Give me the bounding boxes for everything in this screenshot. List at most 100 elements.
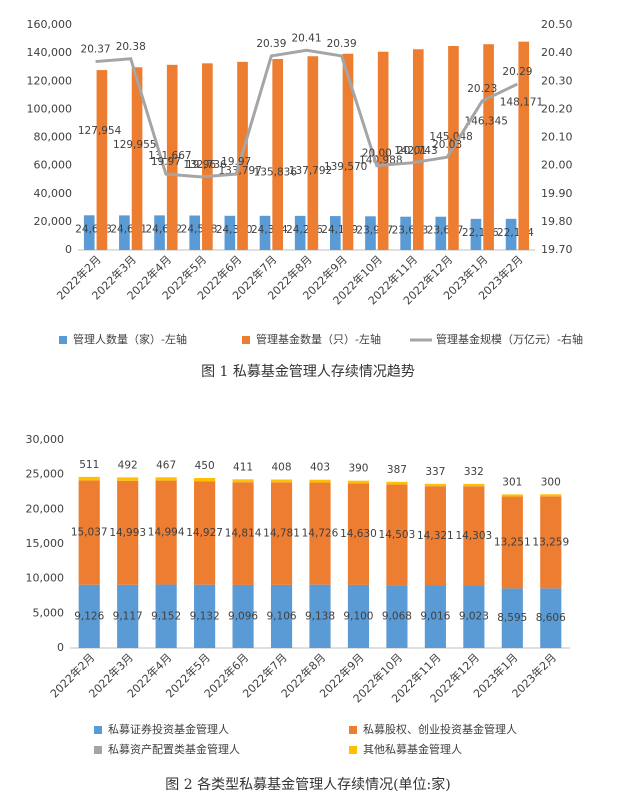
y2-tick-label: 20.10: [541, 131, 573, 144]
bar: [272, 58, 284, 251]
legend-marker: [242, 336, 250, 344]
value-label: 20.29: [502, 66, 532, 78]
value-label: 450: [195, 460, 215, 472]
bar: [96, 70, 108, 250]
bar-segment: [155, 584, 177, 648]
value-label: 9,096: [228, 610, 258, 622]
value-label: 14,994: [148, 527, 185, 539]
value-label: 408: [272, 461, 292, 473]
bar: [189, 215, 201, 250]
y2-tick-label: 19.80: [541, 215, 573, 228]
y-tick-label: 0: [65, 243, 72, 256]
bar-segment: [463, 483, 485, 487]
value-label: 403: [310, 462, 330, 474]
value-label: 387: [387, 464, 407, 476]
value-label: 14,927: [186, 527, 223, 539]
value-label: 20.41: [291, 32, 321, 44]
bar: [435, 216, 447, 250]
value-label: 14,781: [263, 528, 300, 540]
bar-segment: [78, 584, 100, 648]
bar-segment: [309, 482, 331, 585]
y-tick-label: 10,000: [26, 572, 65, 585]
bar-segment: [117, 480, 139, 585]
value-label: 20.00: [362, 148, 392, 160]
bar: [307, 56, 319, 251]
bar-segment: [194, 478, 216, 482]
value-label: 14,303: [455, 530, 492, 542]
bar-segment: [232, 584, 254, 648]
bar-segment: [270, 482, 293, 585]
bar-segment: [386, 481, 408, 485]
bar-segment: [501, 496, 523, 589]
value-label: 511: [79, 459, 99, 471]
legend-label: 私募证券投资基金管理人: [108, 722, 229, 736]
bar-segment: [270, 584, 293, 648]
value-label: 13,251: [494, 536, 531, 548]
value-label: 14,814: [225, 528, 262, 540]
value-label: 142,743: [394, 145, 437, 157]
legend-marker: [94, 746, 102, 754]
legend-label: 私募股权、创业投资基金管理人: [363, 722, 517, 736]
y-tick-label: 60,000: [34, 159, 73, 172]
value-label: 129,955: [113, 139, 156, 151]
bar-segment: [309, 479, 331, 483]
legend-label: 管理基金数量（只）-左轴: [256, 332, 381, 346]
value-label: 137,792: [289, 165, 332, 177]
y-tick-label: 120,000: [27, 74, 73, 87]
bar-segment: [424, 483, 446, 487]
bar: [224, 215, 236, 250]
bar: [518, 41, 530, 250]
bar: [329, 216, 341, 250]
bar: [483, 44, 494, 250]
value-label: 390: [348, 463, 368, 475]
y2-tick-label: 20.30: [541, 74, 573, 87]
y-tick-label: 160,000: [27, 18, 73, 31]
value-label: 20.39: [256, 38, 286, 50]
bar: [505, 218, 517, 250]
bar: [154, 215, 165, 250]
y2-tick-label: 20.50: [541, 18, 573, 31]
bar-segment: [78, 476, 100, 481]
value-label: 14,630: [340, 528, 377, 540]
bar-segment: [309, 584, 331, 648]
bar-segment: [232, 482, 254, 585]
legend-marker: [94, 726, 102, 734]
value-label: 148,171: [500, 97, 543, 109]
value-label: 19.97: [221, 156, 251, 168]
bar-segment: [386, 484, 408, 586]
value-label: 8,606: [536, 612, 566, 624]
bar-segment: [424, 486, 446, 586]
value-label: 9,068: [382, 611, 412, 623]
bar: [166, 64, 178, 250]
value-label: 20.39: [327, 38, 357, 50]
y-tick-label: 15,000: [26, 537, 65, 550]
value-label: 15,037: [71, 527, 108, 539]
y-tick-label: 40,000: [34, 187, 73, 200]
bar-segment: [117, 477, 139, 481]
y-tick-label: 140,000: [27, 46, 73, 59]
bar-segment: [155, 480, 177, 585]
value-label: 19.97: [151, 156, 181, 168]
bar: [365, 216, 376, 250]
y-tick-label: 0: [57, 641, 64, 654]
bar-segment: [501, 494, 523, 497]
bar-segment: [501, 588, 523, 648]
value-label: 13,259: [532, 536, 569, 548]
legend-marker: [59, 336, 67, 344]
value-label: 14,503: [379, 529, 416, 541]
value-label: 467: [156, 459, 176, 471]
line-series: [95, 48, 519, 179]
value-label: 9,016: [420, 611, 450, 623]
value-label: 14,993: [109, 527, 146, 539]
bar: [294, 215, 306, 250]
value-label: 9,152: [151, 610, 181, 622]
bar: [259, 215, 271, 250]
bar-segment: [347, 584, 370, 648]
bar-segment: [386, 585, 408, 648]
y-tick-label: 100,000: [27, 102, 73, 115]
value-label: 9,100: [343, 610, 373, 622]
bar-segment: [347, 480, 370, 484]
y2-tick-label: 20.20: [541, 102, 573, 115]
value-label: 301: [502, 476, 522, 488]
